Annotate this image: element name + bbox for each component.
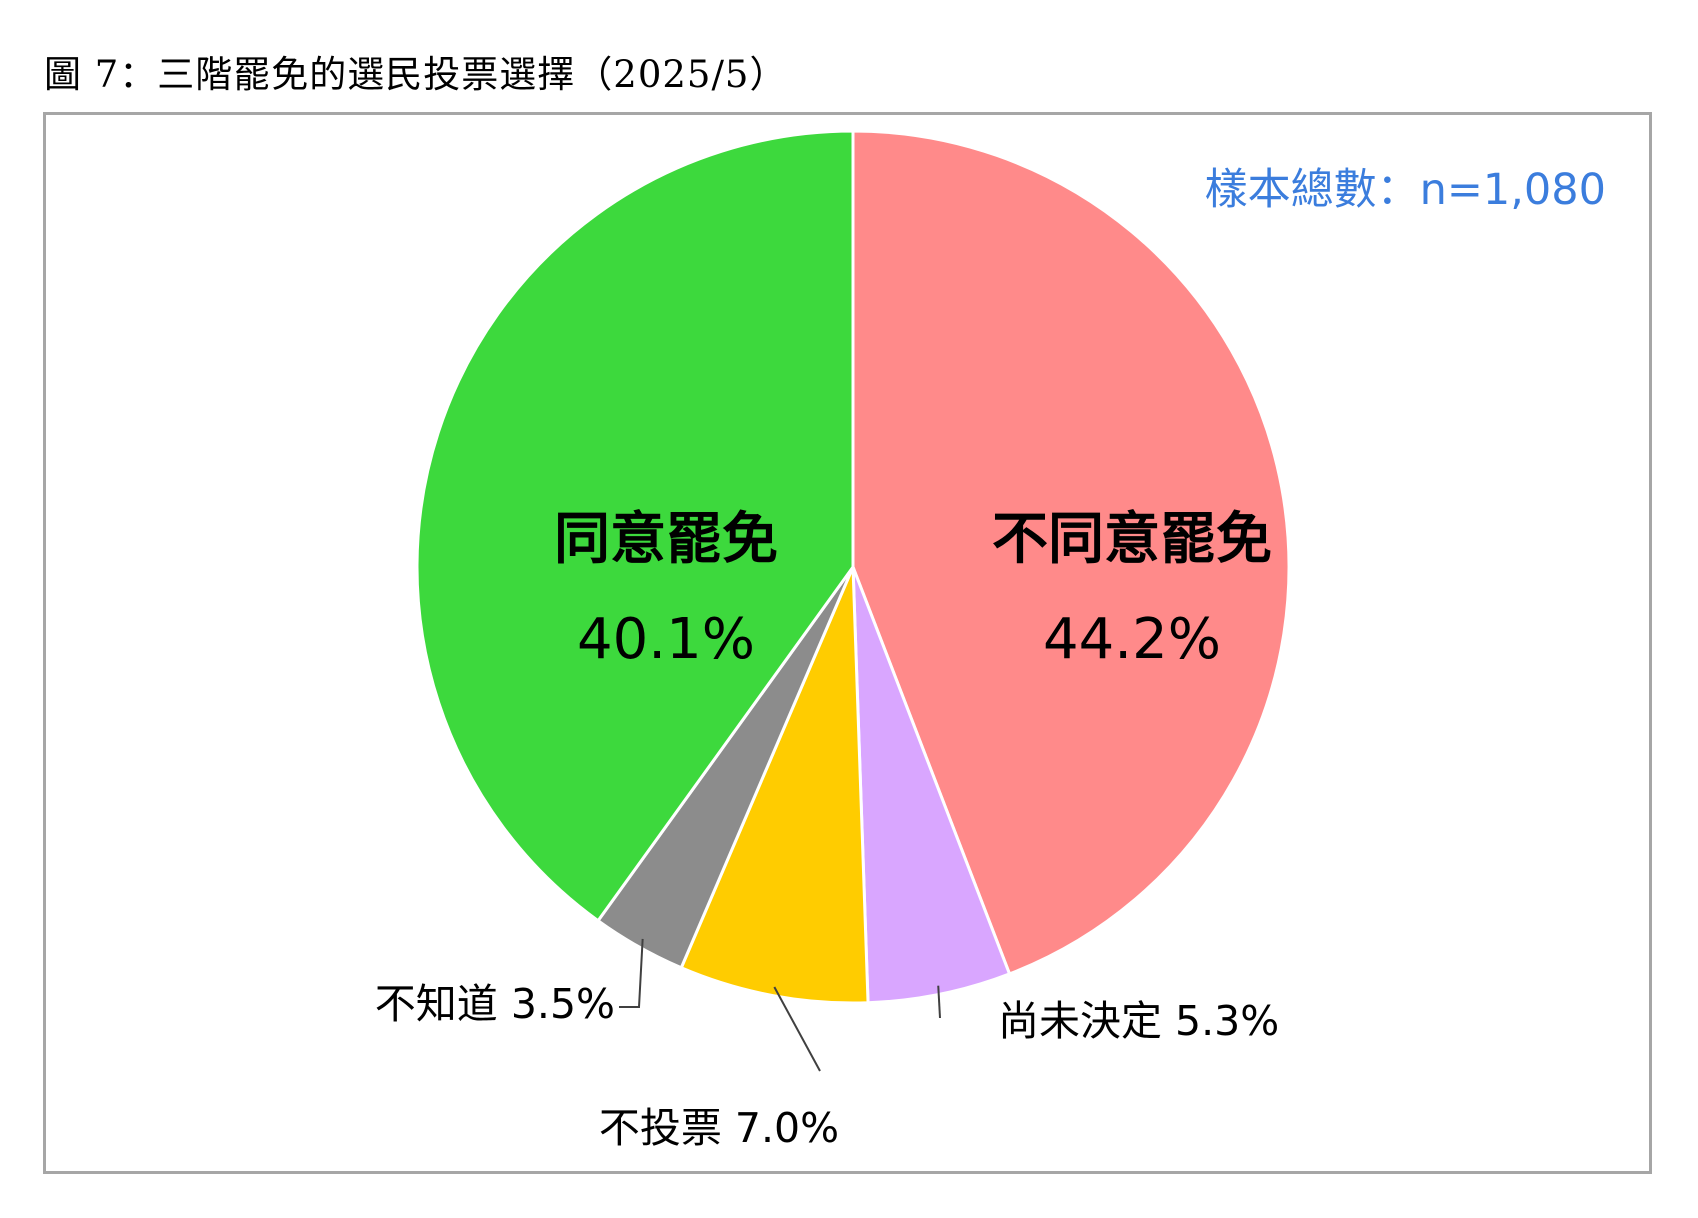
pie-slice-4 [415, 129, 855, 923]
pie-slice-1 [851, 566, 1012, 1005]
slice-value-0: 44.2% [1043, 607, 1221, 672]
leader-line-3 [619, 938, 644, 1008]
slice-label-0: 不同意罷免 [992, 507, 1272, 572]
pie-slice-2 [679, 566, 870, 1005]
pie-slice-0 [851, 129, 1291, 976]
figure-title: 圖 7：三階罷免的選民投票選擇（2025/5） [44, 53, 788, 96]
slice-label-3: 不知道 3.5% [375, 980, 615, 1028]
slice-label-2: 不投票 7.0% [599, 1104, 839, 1152]
pie-chart: 不同意罷免 44.2% 尚未決定 5.3% 不投票 7.0% 不知道 3.5% 同意罷免 4… [375, 129, 1291, 1152]
leader-line-1 [937, 985, 941, 1019]
slice-label-1: 尚未決定 5.3% [998, 997, 1279, 1045]
leader-line-2 [773, 986, 821, 1072]
sample-size-note: 樣本總數：n=1,080 [1204, 165, 1606, 215]
slice-label-4: 同意罷免 [554, 507, 778, 572]
chart-frame: 樣本總數：n=1,080 不同意罷免 44.2% 尚未決定 5.3% 不投票 7.0%… [43, 112, 1652, 1174]
slice-value-4: 40.1% [577, 607, 755, 672]
